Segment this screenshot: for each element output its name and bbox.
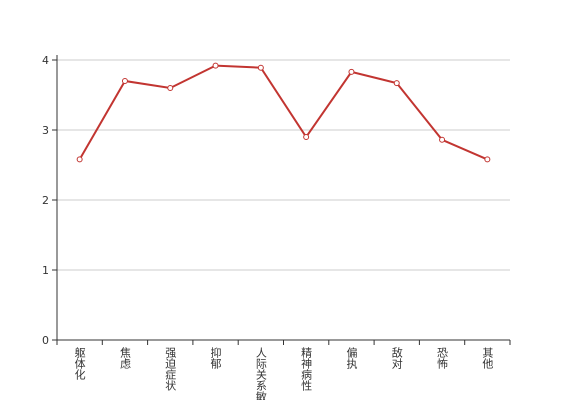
- x-tick-label: 敌对: [390, 346, 403, 369]
- x-tick-label: 恐怖: [436, 347, 449, 369]
- point: [484, 156, 491, 163]
- point: [439, 136, 446, 143]
- x-tick-label: 焦虑: [118, 347, 131, 369]
- point: [303, 134, 310, 140]
- point: [121, 78, 128, 84]
- x-tick-label: 人际关系敏感: [254, 347, 267, 400]
- x-tick-label: 偏执: [345, 346, 358, 370]
- point: [212, 62, 219, 69]
- x-tick-label: 抑郁: [209, 346, 222, 369]
- x-tick-label: 强迫症状: [164, 347, 177, 391]
- x-tick-label: 其他: [481, 347, 494, 369]
- y-tick-label: 1: [42, 264, 49, 277]
- x-tick-label: 精神病性: [300, 347, 313, 392]
- point: [76, 156, 83, 163]
- y-tick-label: 3: [42, 124, 49, 137]
- y-tick-label: 0: [42, 334, 49, 347]
- point: [257, 64, 264, 71]
- y-tick-label: 2: [42, 194, 49, 207]
- x-tick-label: 躯体化: [73, 347, 86, 381]
- y-tick-label: 4: [42, 54, 49, 67]
- point: [348, 68, 355, 75]
- point: [393, 80, 400, 87]
- line: [78, 64, 488, 161]
- point: [167, 85, 174, 91]
